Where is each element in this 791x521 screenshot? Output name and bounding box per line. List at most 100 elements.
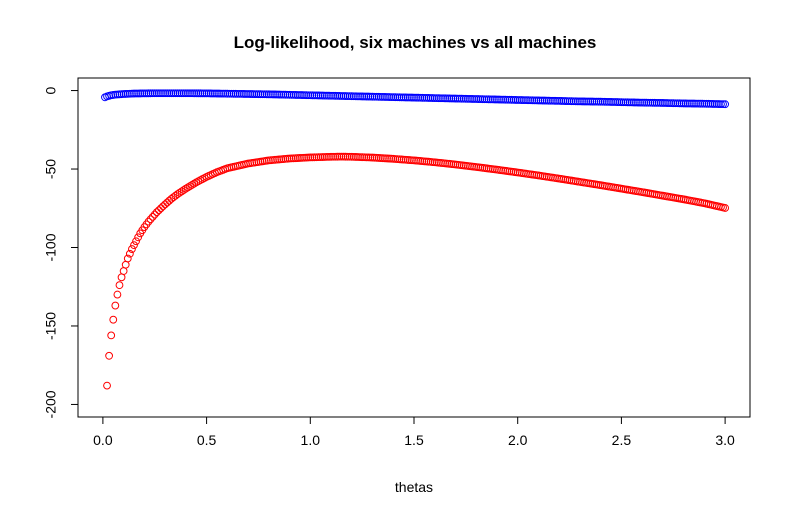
- plot-frame: [77, 77, 751, 418]
- data-point: [289, 90, 298, 99]
- data-point: [154, 206, 163, 215]
- data-point: [123, 254, 132, 263]
- data-point: [634, 98, 642, 107]
- data-point: [335, 152, 344, 161]
- data-point: [596, 97, 605, 106]
- data-point: [358, 153, 367, 162]
- data-point: [302, 91, 311, 100]
- data-point: [437, 94, 445, 103]
- data-point: [582, 97, 591, 106]
- data-point: [327, 91, 335, 100]
- data-point: [271, 90, 279, 99]
- data-point: [314, 153, 323, 162]
- data-point: [629, 98, 638, 107]
- data-point: [318, 91, 327, 100]
- data-point: [237, 90, 246, 98]
- data-point: [490, 95, 499, 104]
- data-point: [370, 92, 379, 101]
- data-point: [314, 91, 323, 100]
- data-point: [605, 97, 613, 106]
- y-tick-label: 0: [43, 86, 59, 94]
- data-point: [343, 152, 352, 161]
- data-point: [254, 90, 263, 99]
- data-point: [285, 90, 294, 99]
- data-point: [296, 91, 304, 99]
- data-point: [667, 99, 676, 108]
- data-point: [240, 90, 248, 98]
- data-point: [341, 92, 350, 100]
- data-point: [700, 99, 709, 108]
- data-point: [281, 90, 290, 99]
- data-point: [416, 93, 425, 102]
- data-point: [497, 95, 506, 104]
- data-point: [621, 98, 630, 107]
- data-point: [690, 99, 698, 108]
- data-point: [347, 152, 356, 161]
- data-point: [198, 89, 207, 98]
- data-point: [312, 91, 321, 100]
- data-point: [441, 94, 450, 103]
- y-tick-label: -50: [43, 159, 59, 179]
- data-point: [219, 89, 228, 98]
- data-point: [316, 153, 325, 162]
- data-point: [493, 95, 501, 104]
- data-point: [179, 89, 188, 98]
- data-point: [389, 93, 398, 102]
- data-point: [544, 96, 553, 105]
- data-point: [555, 97, 564, 105]
- data-point: [573, 97, 582, 106]
- data-point: [559, 97, 568, 105]
- data-point: [138, 89, 147, 98]
- data-point: [146, 89, 155, 98]
- data-point: [347, 92, 356, 101]
- data-point: [242, 90, 250, 98]
- data-point: [439, 94, 447, 103]
- data-point: [279, 90, 288, 99]
- data-point: [447, 94, 456, 103]
- data-point: [312, 153, 321, 162]
- data-point: [181, 184, 190, 193]
- data-point: [250, 90, 259, 98]
- data-point: [173, 89, 182, 98]
- data-point: [293, 91, 302, 99]
- data-point: [331, 91, 340, 100]
- data-point: [152, 208, 161, 217]
- data-point: [542, 96, 551, 105]
- data-point: [304, 91, 313, 100]
- data-point: [318, 153, 327, 161]
- data-point: [320, 153, 329, 161]
- data-point: [188, 89, 196, 98]
- data-point: [683, 99, 692, 108]
- x-tick-label: 1.5: [404, 432, 424, 448]
- data-point: [383, 93, 391, 101]
- data-point: [578, 97, 586, 106]
- x-tick-label: 1.0: [301, 432, 321, 448]
- data-point: [449, 94, 458, 103]
- data-point: [685, 99, 694, 108]
- data-point: [186, 89, 194, 98]
- data-point: [422, 94, 431, 102]
- data-point: [256, 90, 265, 99]
- x-axis: 0.0 0.5 1.0 1.5 2.0 2.5 3.0: [93, 416, 735, 448]
- data-point: [136, 89, 145, 98]
- data-point: [524, 96, 532, 105]
- data-point: [418, 93, 427, 102]
- data-point: [679, 99, 688, 108]
- data-point: [648, 98, 657, 107]
- data-point: [322, 153, 331, 161]
- data-point: [333, 152, 342, 161]
- data-point: [208, 89, 217, 98]
- data-point: [196, 89, 205, 98]
- data-point: [119, 267, 128, 275]
- data-point: [393, 93, 402, 102]
- data-point: [159, 202, 167, 211]
- data-point: [501, 95, 510, 104]
- data-point: [244, 90, 252, 98]
- data-point: [184, 183, 192, 192]
- data-point: [470, 95, 479, 103]
- data-point: [217, 89, 226, 98]
- data-point: [356, 153, 364, 162]
- data-point: [671, 99, 680, 108]
- data-point: [171, 89, 180, 98]
- data-point: [358, 92, 367, 101]
